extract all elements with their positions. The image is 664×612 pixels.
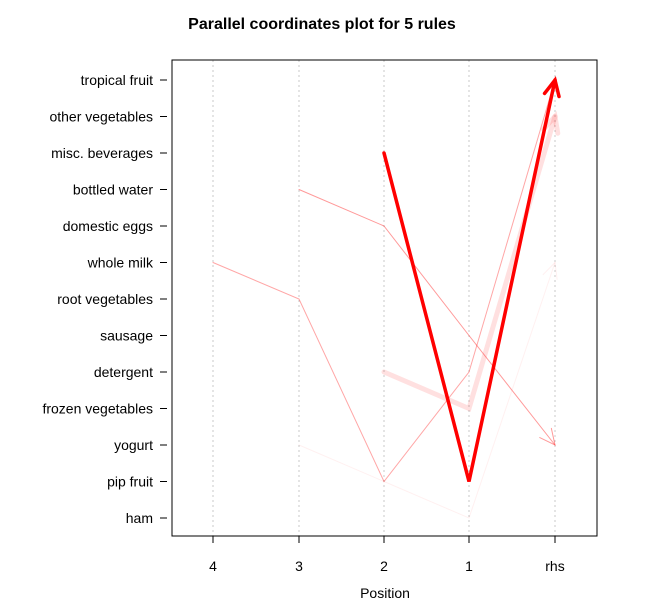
y-tick-label: detergent [94, 364, 153, 380]
rule-arrowhead [541, 110, 561, 136]
y-tick-label: pip fruit [107, 474, 153, 490]
y-tick-label: yogurt [114, 437, 153, 453]
y-tick-label: other vegetables [49, 109, 153, 125]
y-axis: tropical fruit other vegetables misc. beve… [42, 72, 167, 526]
y-tick-label: sausage [100, 328, 153, 344]
y-tick-label: misc. beverages [51, 145, 153, 161]
y-tick-label: bottled water [73, 182, 153, 198]
y-tick-label: frozen vegetables [42, 401, 153, 417]
rule-arrowhead [539, 427, 556, 446]
rule-arrowhead [542, 76, 561, 99]
rule-path [298, 189, 556, 446]
y-tick-label: domestic eggs [63, 218, 153, 234]
y-tick-label: whole milk [87, 255, 154, 271]
x-tick-label: 3 [295, 558, 303, 574]
y-tick-label: ham [126, 510, 153, 526]
rule-path [298, 262, 556, 519]
rule-line-2 [298, 261, 558, 519]
x-tick-label: 4 [209, 558, 217, 574]
rule-arrowhead [542, 261, 558, 280]
y-tick-label: tropical fruit [81, 72, 153, 88]
rule-path [382, 78, 557, 482]
x-tick-label: rhs [545, 558, 564, 574]
x-axis-title: Position [360, 585, 410, 601]
x-axis: 4 3 2 1 rhs [209, 536, 565, 574]
y-tick-label: root vegetables [57, 291, 153, 307]
x-tick-label: 2 [380, 558, 388, 574]
x-tick-label: 1 [465, 558, 473, 574]
chart-title: Parallel coordinates plot for 5 rules [188, 16, 456, 33]
grid-lines [212, 60, 556, 536]
rule-line-4 [298, 189, 556, 446]
rule-lines [212, 76, 561, 519]
rule-line-5 [382, 76, 561, 482]
rule-path [212, 79, 556, 483]
